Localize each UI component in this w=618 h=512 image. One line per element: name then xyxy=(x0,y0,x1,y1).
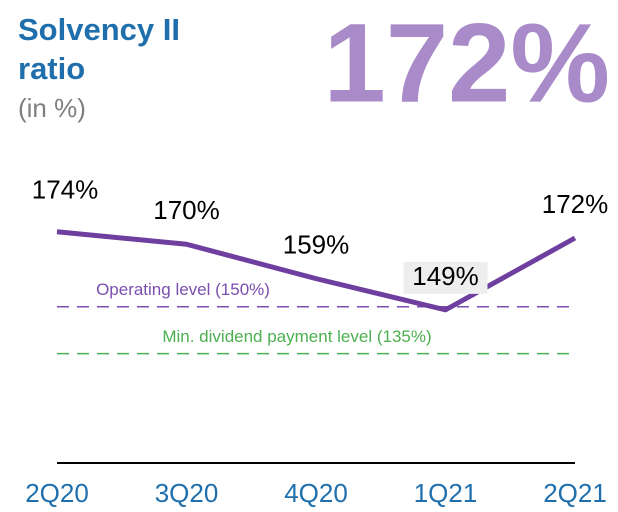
headline: 172% xyxy=(324,1,610,126)
reference-label: Operating level (150%) xyxy=(96,280,270,299)
label-background xyxy=(403,261,488,294)
value-label: 170% xyxy=(153,195,220,225)
value-label: 159% xyxy=(283,230,350,260)
x-tick-label: 4Q20 xyxy=(284,478,348,508)
reference-label: Min. dividend payment level (135%) xyxy=(162,327,431,346)
line xyxy=(56,229,577,313)
chart-title: Solvency II ratio xyxy=(18,12,180,86)
chart-subtitle: (in %) xyxy=(18,93,86,123)
x-tick-label: 1Q21 xyxy=(414,478,478,508)
x-tick-label: 2Q20 xyxy=(25,478,89,508)
x-tick-label: 2Q21 xyxy=(543,478,607,508)
x-tick-label: 3Q20 xyxy=(155,478,219,508)
value-label: 172% xyxy=(542,189,609,219)
value-label: 174% xyxy=(32,175,99,205)
value-label: 149% xyxy=(412,261,479,291)
